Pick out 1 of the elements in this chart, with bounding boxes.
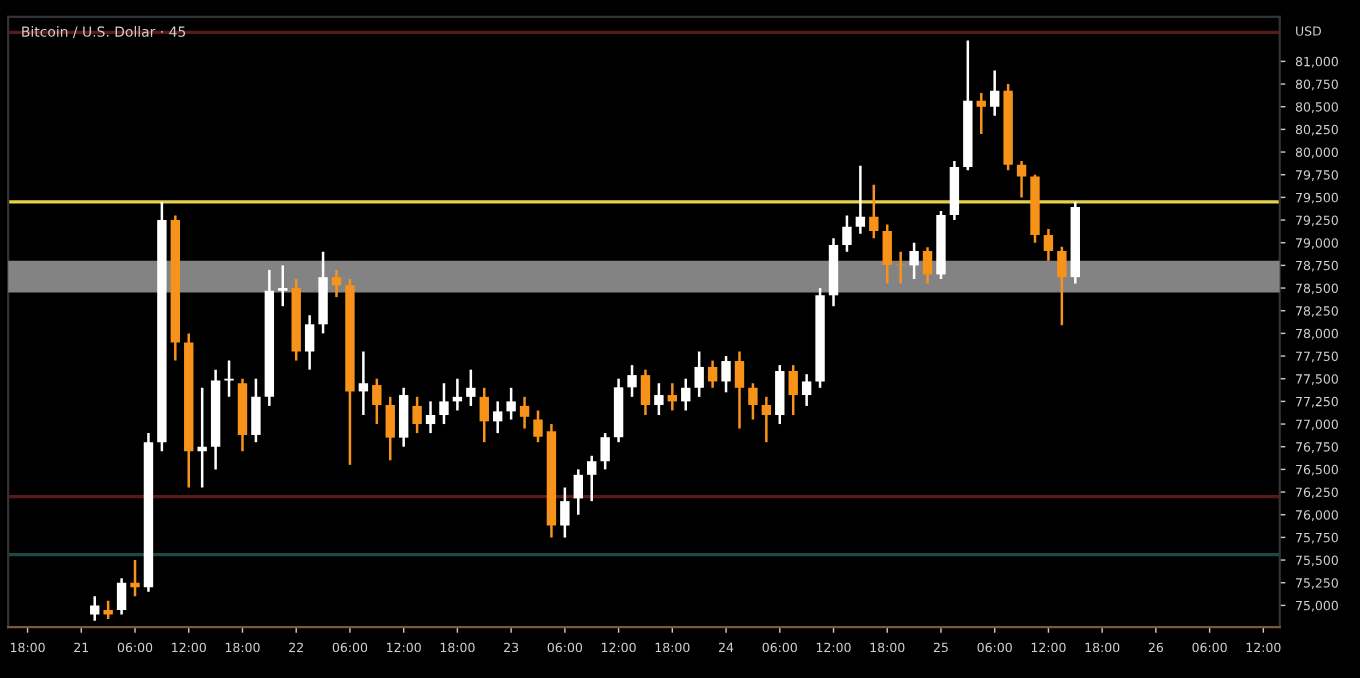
candlestick	[224, 359, 234, 399]
